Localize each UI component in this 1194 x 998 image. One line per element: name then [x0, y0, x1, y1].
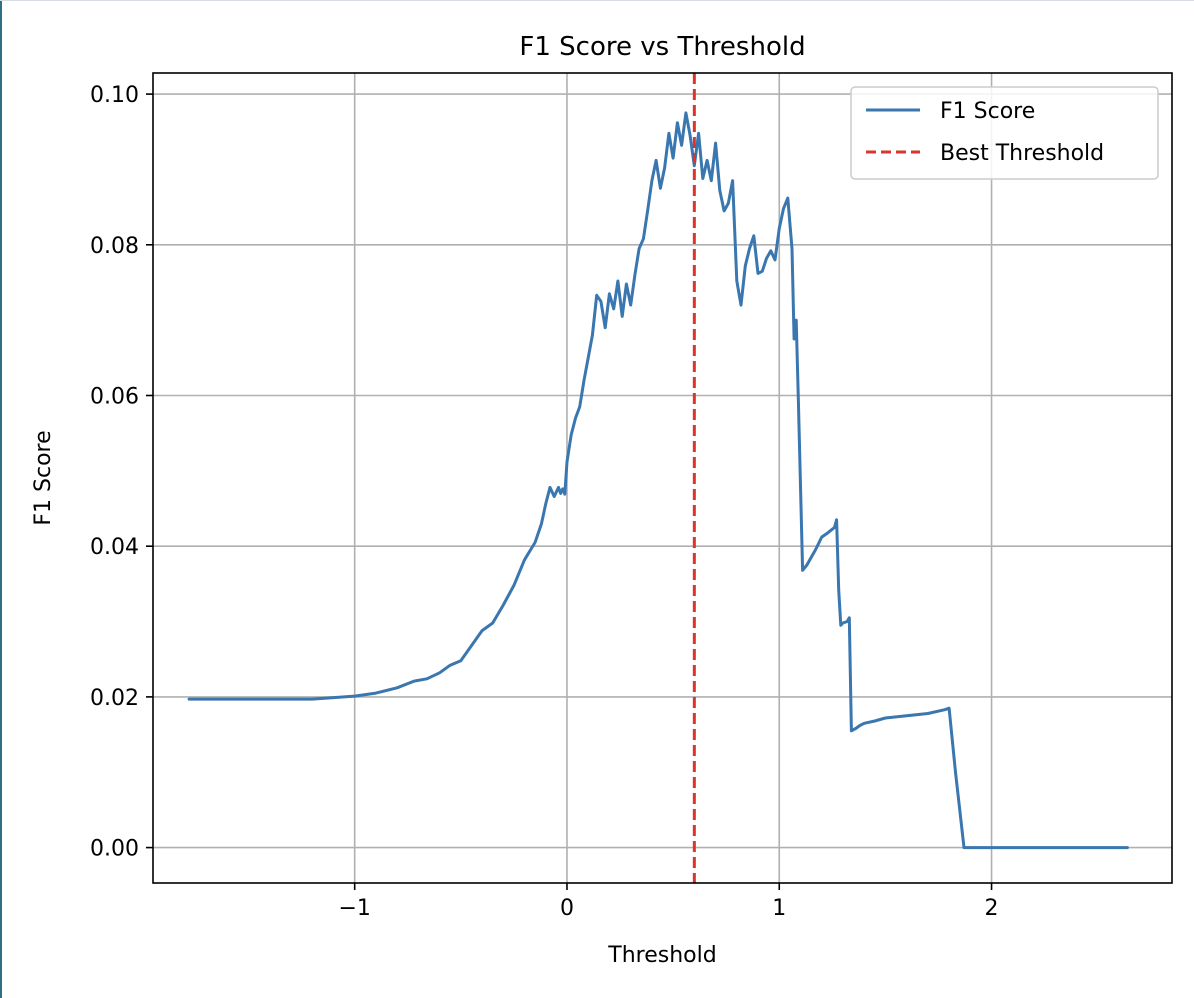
x-tick-label: −1 [338, 896, 370, 921]
y-tick-label: 0.08 [90, 234, 139, 259]
series-line-f1-score [187, 111, 1129, 850]
plot-frame [152, 72, 1173, 884]
y-tick-label: 0.04 [90, 535, 139, 560]
y-tick-label: 0.02 [90, 686, 139, 711]
grid [153, 73, 1172, 883]
y-axis-label: F1 Score [31, 430, 56, 525]
window-top-edge [0, 0, 1194, 1]
legend-label-best-threshold: Best Threshold [940, 141, 1104, 166]
x-tick-label: 0 [560, 896, 574, 921]
legend: F1 Score Best Threshold [850, 86, 1159, 180]
window-edge [0, 0, 2, 998]
x-tick-label: 2 [985, 896, 999, 921]
chart-title: F1 Score vs Threshold [519, 32, 805, 62]
ticks: −1 0 1 2 0.00 0.02 0.04 0.06 0.08 0.10 [90, 83, 999, 921]
plot-data [187, 73, 1129, 883]
legend-box [850, 86, 1159, 180]
y-tick-label: 0.00 [90, 837, 139, 862]
x-tick-label: 1 [772, 896, 786, 921]
y-tick-label: 0.06 [90, 384, 139, 409]
x-axis-label: Threshold [607, 943, 716, 968]
legend-label-f1-score: F1 Score [940, 99, 1035, 124]
y-tick-label: 0.10 [90, 83, 139, 108]
